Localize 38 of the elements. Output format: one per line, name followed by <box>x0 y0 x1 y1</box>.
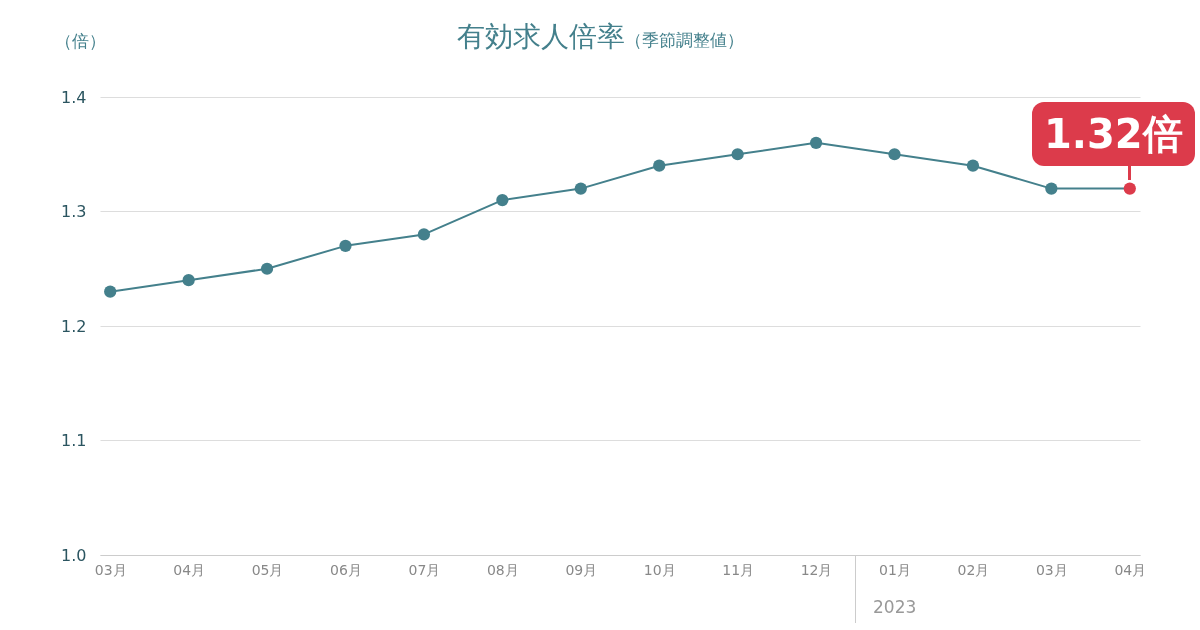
x-tick-label: 01月 <box>879 561 911 578</box>
x-tick-label: 05月 <box>251 561 284 578</box>
point <box>104 285 117 298</box>
x-tick-label: 02月 <box>957 561 990 578</box>
x-tick-label: 07月 <box>408 561 441 578</box>
y-axis-title: （倍） <box>55 30 106 53</box>
point <box>496 193 509 207</box>
x-tick-label: 10月 <box>643 561 676 578</box>
y-tick-label: 1.2 <box>61 316 87 336</box>
point <box>888 148 901 161</box>
point <box>260 262 274 275</box>
y-tick-label: 1.0 <box>61 545 87 565</box>
point <box>417 228 431 241</box>
x-tick-label: 03月 <box>1035 561 1068 578</box>
point <box>339 239 352 252</box>
x-tick-label: 09月 <box>565 561 598 578</box>
x-tick-label: 04月 <box>173 561 206 578</box>
point <box>653 159 666 172</box>
y-tick-label: 1.1 <box>61 431 87 450</box>
x-tick-label: 06月 <box>330 561 362 578</box>
chart-subtitle: （季節調整値） <box>624 30 744 50</box>
point <box>809 136 823 149</box>
point <box>1123 182 1136 195</box>
point <box>966 159 980 172</box>
text: 2023 <box>873 597 917 617</box>
chart-title: 有効求人倍率 <box>456 20 625 53</box>
y-tick-label: 1.4 <box>61 87 87 107</box>
point <box>574 182 587 195</box>
point <box>182 274 195 287</box>
x-tick-label: 12月 <box>800 561 833 578</box>
y-tick-label: 1.3 <box>61 202 87 221</box>
x-tick-label: 11月 <box>722 561 755 578</box>
value-callout: 1.32倍 <box>1032 101 1195 166</box>
x-tick-label: 04月 <box>1114 561 1147 578</box>
point <box>731 148 744 161</box>
point <box>1045 182 1058 195</box>
x-tick-label: 03月 <box>94 561 127 578</box>
x-tick-label: 08月 <box>486 561 519 578</box>
